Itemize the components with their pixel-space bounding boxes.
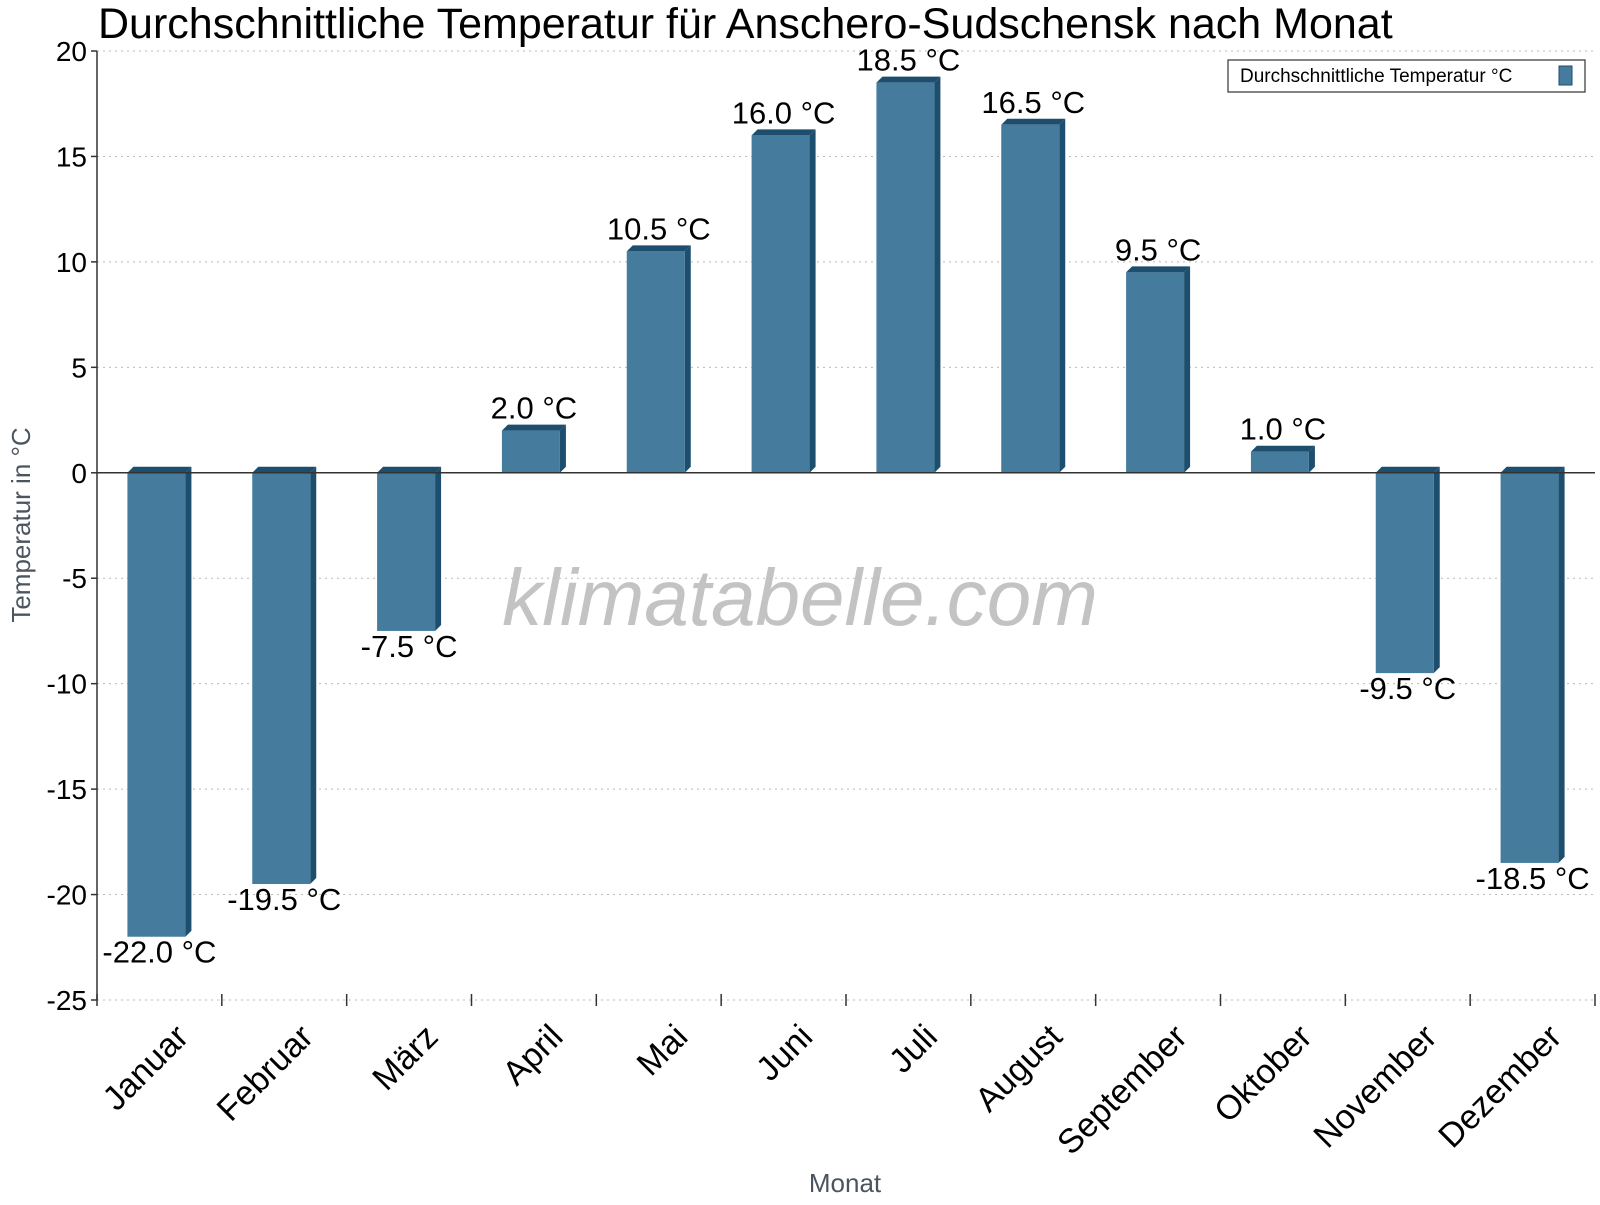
bar-side — [1059, 118, 1066, 473]
legend: Durchschnittliche Temperatur °C — [1227, 59, 1586, 93]
bar-front — [1250, 451, 1309, 473]
x-tick-label: Juli — [882, 1018, 945, 1081]
data-label: -18.5 °C — [1476, 861, 1590, 896]
bar-side — [1558, 466, 1565, 863]
bar-top — [377, 466, 442, 473]
grid-lines — [97, 50, 1595, 1001]
bar-side — [1184, 266, 1191, 473]
y-axis-title: Temperatur in °C — [6, 427, 36, 622]
bar-front — [1126, 272, 1185, 473]
bar-side — [684, 245, 691, 473]
y-tick-label: -10 — [47, 669, 87, 700]
bar-front — [127, 472, 186, 937]
bar-side — [559, 424, 566, 473]
data-label: -9.5 °C — [1359, 671, 1456, 706]
axes — [96, 51, 1595, 1000]
data-labels: -22.0 °C -19.5 °C -7.5 °C 2.0 °C 10.5 °C 16.0… — [102, 43, 1589, 970]
x-tick-label: Januar — [96, 1018, 196, 1118]
x-tick-label: Dezember — [1431, 1018, 1569, 1156]
bar-oktober — [1250, 445, 1315, 473]
bar-side — [934, 76, 941, 473]
bar-dezember — [1500, 466, 1565, 863]
y-tick-label: -20 — [47, 880, 87, 911]
data-label: 9.5 °C — [1115, 232, 1202, 267]
x-tick-labels: Januar Februar März April Mai Juni Juli AugustS… — [96, 994, 1596, 1162]
bar-side — [809, 129, 816, 473]
y-tick-label: -15 — [47, 774, 87, 805]
bar-november — [1375, 466, 1440, 674]
bars — [127, 76, 1565, 937]
bar-märz — [377, 466, 442, 631]
x-tick-label: Oktober — [1207, 1018, 1319, 1130]
bar-top — [751, 129, 816, 136]
data-label: -7.5 °C — [361, 629, 458, 664]
bar-januar — [127, 466, 192, 937]
bar-front — [501, 430, 560, 473]
watermark-text: klimatabelle.com — [502, 553, 1098, 642]
y-tick-label: -25 — [47, 985, 87, 1016]
data-label: 16.5 °C — [981, 85, 1085, 120]
data-label: -22.0 °C — [102, 935, 216, 970]
bar-top — [1250, 445, 1315, 452]
bar-top — [1375, 466, 1440, 473]
x-axis-title: Monat — [809, 1168, 882, 1198]
bar-top — [1500, 466, 1565, 473]
x-tick-label: November — [1306, 1018, 1444, 1156]
bar-september — [1126, 266, 1191, 473]
x-tick-label: März — [365, 1018, 445, 1098]
bar-top — [1001, 118, 1066, 125]
bar-front — [252, 472, 311, 885]
legend-label: Durchschnittliche Temperatur °C — [1240, 66, 1512, 87]
x-tick-label: April — [495, 1018, 570, 1093]
bar-top — [1126, 266, 1191, 273]
data-label: 18.5 °C — [857, 43, 961, 78]
bar-front — [876, 82, 935, 473]
bar-top — [127, 466, 192, 473]
data-label: 16.0 °C — [732, 95, 836, 130]
bar-april — [501, 424, 566, 473]
legend-box — [1227, 59, 1586, 93]
bar-top — [626, 245, 691, 252]
bar-front — [377, 472, 436, 631]
chart-title: Durchschnittliche Temperatur für Anscher… — [98, 0, 1393, 48]
x-tick-label: Februar — [210, 1018, 321, 1129]
bar-juni — [751, 129, 816, 473]
x-tick-label: Juni — [749, 1018, 820, 1089]
data-label: 1.0 °C — [1240, 412, 1327, 447]
y-tick-label: 0 — [71, 458, 87, 489]
bar-top — [252, 466, 317, 473]
bar-front — [1375, 472, 1434, 674]
y-tick-label: 10 — [56, 247, 87, 278]
x-tick-label: September — [1050, 1018, 1194, 1162]
bar-side — [185, 466, 192, 937]
bar-februar — [252, 466, 317, 885]
y-tick-label: 20 — [56, 36, 87, 67]
bar-august — [1001, 118, 1066, 473]
y-tick-label: 5 — [71, 352, 87, 383]
bar-side — [310, 466, 317, 885]
bar-side — [1433, 466, 1440, 674]
bar-front — [1500, 472, 1559, 863]
y-tick-labels: 20 15 10 5 0 -5 -10 -15 -20 -25 — [47, 36, 97, 1016]
bar-top — [501, 424, 566, 431]
data-label: -19.5 °C — [227, 882, 341, 917]
legend-swatch — [1558, 65, 1573, 86]
bar-side — [435, 466, 442, 631]
bar-front — [626, 251, 685, 473]
bar-top — [876, 76, 941, 83]
x-tick-label: August — [968, 1017, 1070, 1119]
x-tick-label: Mai — [630, 1018, 696, 1084]
data-label: 10.5 °C — [607, 211, 711, 246]
data-label: 2.0 °C — [491, 391, 578, 426]
bar-front — [751, 135, 810, 473]
bar-front — [1001, 124, 1060, 473]
bar-juli — [876, 76, 941, 473]
y-tick-label: 15 — [56, 141, 87, 172]
bar-mai — [626, 245, 691, 473]
bar-side — [1308, 445, 1315, 473]
y-tick-label: -5 — [62, 563, 87, 594]
